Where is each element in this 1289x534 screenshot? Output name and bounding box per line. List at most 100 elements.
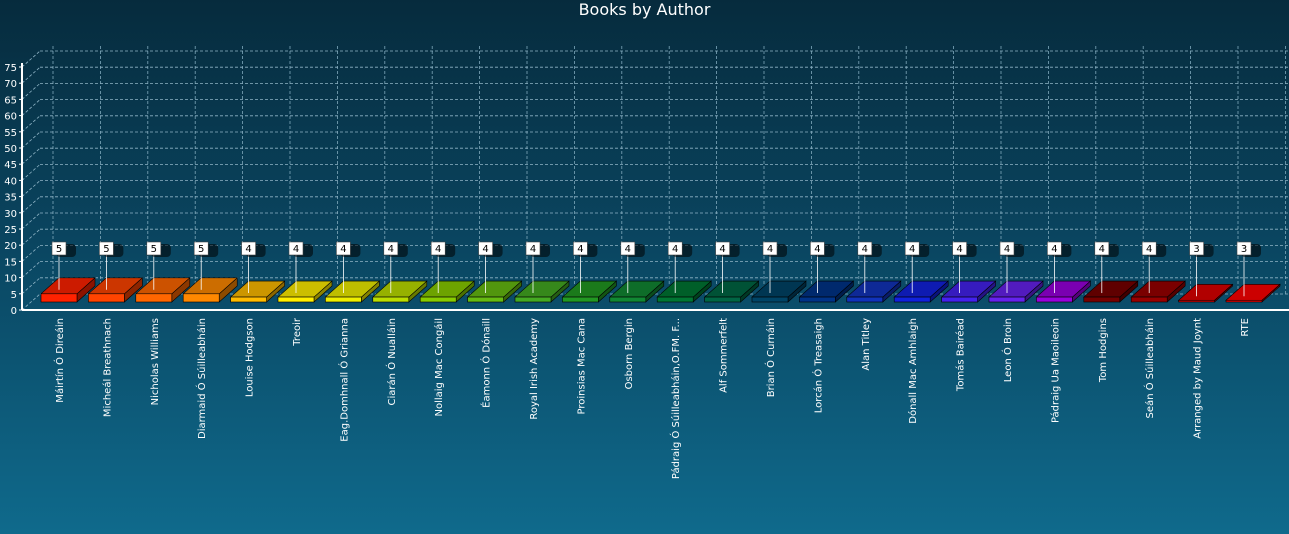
x-tick-label: Royal Irish Academy [529, 318, 540, 420]
data-label-box [1141, 241, 1157, 256]
data-label-text: 4 [814, 244, 820, 255]
data-label-box [857, 241, 873, 256]
y-tick-label: 15 [4, 257, 17, 268]
data-label-text: 3 [1241, 244, 1247, 255]
data-label-box [999, 241, 1015, 256]
side-wall-grid-line [21, 196, 41, 214]
data-label-text: 4 [956, 244, 962, 255]
bar [40, 277, 96, 303]
side-wall-grid-line [21, 83, 41, 100]
bar [703, 280, 760, 303]
data-label-text: 4 [672, 244, 678, 255]
y-tick-label: 25 [4, 225, 17, 236]
data-label: 4 [762, 241, 787, 294]
data-label-text: 4 [577, 244, 583, 255]
bar-front-face [135, 293, 173, 303]
x-tick-label: RTE [1240, 318, 1251, 337]
data-label-text: 4 [293, 244, 299, 255]
bar-front-face [751, 296, 789, 303]
data-label-box [762, 241, 778, 256]
grid-lines [21, 45, 1289, 311]
data-label-box [525, 241, 541, 256]
x-tick-label: Dónall Mac Amhlaigh [907, 318, 919, 424]
side-wall-grid-line [21, 115, 41, 133]
bar [419, 280, 475, 303]
data-label-box [288, 241, 304, 256]
chart-title: Books by Author [578, 0, 711, 19]
data-label: 4 [478, 241, 503, 294]
side-wall-grid-line [21, 212, 41, 230]
bar-front-face [941, 296, 978, 303]
bar-front-face [656, 296, 694, 303]
x-tick-label: Alf Sommerfelt [719, 318, 730, 393]
side-wall-grid-line [21, 277, 41, 295]
bar [135, 277, 191, 303]
y-tick-label: 50 [4, 144, 17, 155]
x-tick-label: Nicholas Williams [150, 318, 161, 405]
side-wall-grid-line [21, 261, 41, 278]
data-label-text: 3 [1193, 244, 1199, 255]
data-label-box [1189, 241, 1204, 256]
bar-front-face [988, 296, 1026, 303]
data-label: 5 [146, 241, 171, 290]
data-label: 5 [193, 241, 219, 290]
data-label-box [904, 241, 920, 256]
bar [798, 280, 855, 303]
x-tick-label: Diarmaid Ó Súilleabháin [195, 318, 208, 439]
data-label: 4 [1047, 241, 1072, 294]
data-label-text: 4 [530, 244, 536, 255]
data-label-text: 4 [388, 244, 394, 255]
bar-front-face [182, 293, 220, 303]
x-tick-label: Arranged by Maud Joynt [1193, 318, 1204, 439]
bar [1083, 280, 1139, 303]
bar-front-face [277, 296, 315, 303]
data-label-text: 4 [862, 244, 868, 255]
bar-front-face [562, 296, 599, 303]
data-label-text: 5 [56, 244, 62, 255]
y-tick-label: 60 [4, 112, 17, 123]
data-label-box [952, 241, 967, 256]
x-tick-label: Proinsias Mac Cana [576, 318, 587, 415]
bar-front-face [230, 296, 267, 303]
side-wall-grid-line [21, 50, 41, 68]
y-tick-label: 70 [4, 79, 17, 90]
data-label-box [336, 241, 351, 256]
data-label-text: 4 [340, 244, 346, 255]
y-tick-label: 10 [4, 274, 17, 285]
data-label-text: 4 [909, 244, 915, 255]
data-label-box [383, 241, 399, 256]
x-tick-label: Tom Hodgins [1098, 318, 1109, 383]
bar [846, 280, 902, 303]
bar-front-face [372, 296, 410, 303]
data-label-box [51, 241, 67, 256]
axes [21, 63, 1289, 311]
data-label-text: 4 [245, 244, 251, 255]
data-label-box [430, 241, 446, 256]
data-label: 4 [1141, 241, 1167, 294]
data-label: 4 [525, 241, 550, 294]
x-tick-label: Micheál Breathnach [101, 318, 113, 417]
bar [1177, 283, 1234, 303]
data-label-text: 4 [1004, 244, 1010, 255]
bar [277, 280, 333, 303]
bar [751, 280, 807, 303]
data-label-text: 4 [435, 244, 441, 255]
data-label-text: 4 [1146, 244, 1152, 255]
data-label-text: 4 [482, 244, 488, 255]
data-label-box [1047, 241, 1062, 256]
bar [1035, 280, 1092, 303]
y-tick-label: 30 [4, 209, 17, 220]
bar [940, 280, 997, 303]
data-label: 4 [430, 241, 456, 294]
y-tick-label: 75 [4, 63, 17, 74]
data-label-box [620, 241, 636, 256]
side-wall-grid-line [21, 147, 41, 165]
x-tick-label: Seán Ó Súilleabháin [1143, 318, 1156, 418]
x-tick-label: Tomás Bairéad [955, 318, 967, 392]
bar [372, 280, 428, 303]
data-label: 3 [1189, 241, 1214, 297]
bar [1130, 280, 1186, 303]
bars [40, 277, 1281, 303]
bar [893, 280, 949, 303]
bar [656, 280, 712, 303]
